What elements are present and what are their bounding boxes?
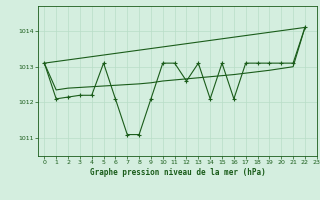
- X-axis label: Graphe pression niveau de la mer (hPa): Graphe pression niveau de la mer (hPa): [90, 168, 266, 177]
